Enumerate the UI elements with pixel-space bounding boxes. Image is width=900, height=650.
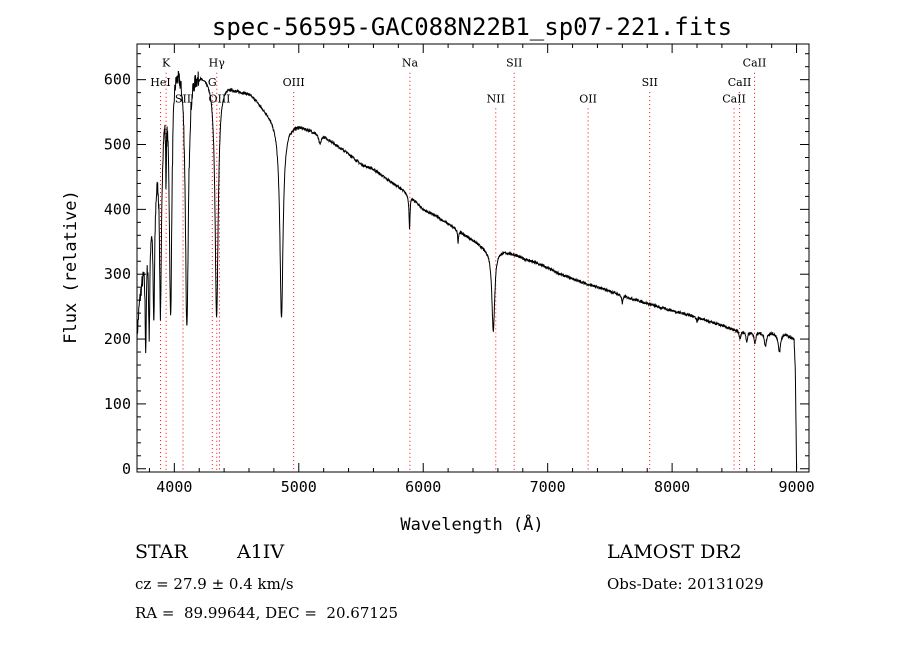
line-marker-label: CaII — [743, 57, 767, 70]
object-class: STAR — [135, 541, 188, 563]
y-tick-label: 100 — [104, 395, 131, 413]
line-marker-label: K — [162, 57, 171, 70]
line-marker-label: OII — [579, 92, 597, 105]
x-tick-label: 8000 — [654, 478, 690, 496]
y-tick-label: 200 — [104, 330, 131, 348]
line-marker-label: Na — [402, 57, 419, 70]
x-tick-label: 4000 — [156, 478, 192, 496]
x-tick-label: 9000 — [778, 478, 814, 496]
line-marker-label: CaII — [728, 76, 752, 89]
line-marker-label: HeI — [150, 76, 170, 89]
x-tick-label: 5000 — [281, 478, 317, 496]
line-marker-label: NII — [487, 92, 505, 105]
y-axis-label: Flux (relative) — [61, 190, 81, 344]
line-marker-label: SII — [642, 76, 658, 89]
survey-name: LAMOST DR2 — [607, 541, 742, 563]
line-marker-label: SII — [175, 92, 191, 105]
y-tick-label: 0 — [122, 460, 131, 478]
line-marker-label: OIII — [283, 76, 305, 89]
x-tick-label: 6000 — [405, 478, 441, 496]
obs-date-text: Obs-Date: 20131029 — [607, 575, 764, 593]
line-marker-label: SII — [506, 57, 522, 70]
redshift-text: cz = 27.9 ± 0.4 km/s — [135, 575, 294, 593]
x-axis-label: Wavelength (Å) — [400, 513, 543, 535]
y-tick-label: 300 — [104, 265, 131, 283]
line-marker-label: G — [208, 76, 217, 89]
y-tick-label: 500 — [104, 136, 131, 154]
plot-frame — [136, 43, 810, 473]
line-marker-group: K HeI SII Hγ G OIII OIII Na SII NII OII SII CaII CaII… — [150, 57, 766, 472]
coordinates-text: RA = 89.99644, DEC = 20.67125 — [135, 604, 399, 622]
object-subclass: A1IV — [237, 541, 285, 563]
chart-title: spec-56595-GAC088N22B1_sp07-221.fits — [212, 13, 732, 41]
line-marker-label: CaII — [722, 92, 746, 105]
x-tick-label: 7000 — [530, 478, 566, 496]
line-marker-label: Hγ — [209, 57, 226, 70]
spectrum-line — [136, 70, 798, 469]
y-tick-label: 600 — [104, 71, 131, 89]
line-marker-label: OIII — [208, 92, 230, 105]
y-tick-label: 400 — [104, 200, 131, 218]
axis-ticks-group: 4000 5000 6000 7000 8000 9000 0 100 200 300 400 500… — [104, 44, 815, 496]
